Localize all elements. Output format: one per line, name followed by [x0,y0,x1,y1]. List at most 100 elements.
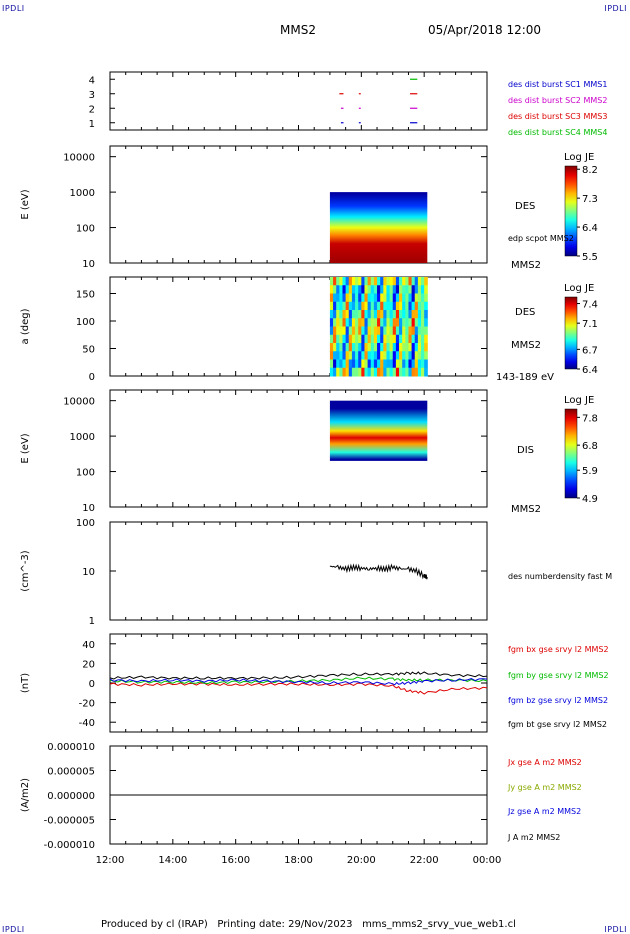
spectrogram-pitch-cell [351,351,356,360]
spectrogram-pitch-cell [355,285,359,294]
spectrogram-pitch-cell [421,277,425,286]
spectrogram-pitch-cell [408,351,413,360]
spectrogram-pitch-cell [358,359,362,369]
x-tick-label: 00:00 [473,855,502,866]
spectrogram-pitch-cell [367,326,372,336]
spectrogram-pitch-cell [392,293,397,303]
spectrogram-pitch-cell [424,326,428,336]
spectrogram-pitch-cell [392,301,397,311]
spectrogram-pitch-cell [336,326,340,336]
panel-frame [109,389,488,508]
spectrogram-pitch-cell [339,310,343,319]
spectrogram-pitch-cell [373,301,378,311]
spectrogram-pitch-cell [355,301,359,311]
legend-entry: fgm by gse srvy l2 MMS2 [508,671,609,680]
series-line [109,677,488,686]
spectrogram-pitch-cell [336,318,340,327]
spectrogram-pitch-cell [399,301,403,311]
spectrogram-pitch-cell [333,318,337,327]
spectrogram-pitch-cell [333,301,337,311]
spectrogram-pitch-cell [386,293,391,303]
spectrogram-pitch-cell [329,310,334,319]
spectrogram-pitch-cell [339,301,343,311]
spectrogram-pitch-cell [386,277,391,286]
spectrogram-pitch-cell [364,351,369,360]
corner-label-bottom-right: IPDLI [604,925,627,934]
spectrogram-pitch-cell [348,343,353,352]
spectrogram-pitch-cell [417,351,422,360]
spectrogram-pitch-cell [370,293,375,303]
spectrogram-pitch-cell [424,277,428,286]
spectrogram-pitch-cell [364,310,369,319]
spectrogram-pitch-cell [414,367,419,377]
spectrogram-pitch-cell [329,277,334,286]
spectrogram-pitch-cell [370,310,375,319]
spectrogram-pitch-cell [364,277,369,286]
spectrogram-pitch-cell [358,293,362,303]
spectrogram-pitch-cell [367,367,372,377]
panel-frame [109,633,488,733]
spectrogram-pitch-cell [408,277,413,286]
spectrogram-pitch-cell [333,326,337,336]
spectrogram-pitch-cell [389,326,394,336]
footer-produced-by: Produced by cl (IRAP) [101,919,208,930]
spectrogram-pitch-cell [386,343,391,352]
spectrogram-pitch-cell [386,367,391,377]
spectrogram-pitch-cell [389,277,394,286]
spectrogram-pitch-cell [342,310,347,319]
spectrogram-pitch-cell [399,343,403,352]
spectrogram-pitch-cell [333,277,337,286]
spectrogram-pitch-cell [380,351,384,360]
x-tick-label: 14:00 [158,855,187,866]
colorbar-tick-label: 4.9 [582,494,598,505]
spectrogram-pitch-cell [373,334,378,344]
spectrogram-pitch-cell [408,318,413,327]
spectrogram-pitch-cell [351,334,356,344]
spectrogram-pitch-cell [383,293,387,303]
spectrogram-pitch-cell [358,351,362,360]
spectrogram-pitch-cell [361,310,365,319]
spectrogram-pitch-cell [389,310,394,319]
spectrogram-pitch-cell [345,285,350,294]
y-tick-label: 40 [82,640,95,651]
spectrogram-pitch-cell [348,293,353,303]
spectrogram-pitch-cell [367,359,372,369]
spectrogram-pitch-cell [402,351,406,360]
spectrogram-pitch-cell [348,301,353,311]
spectrogram-pitch-cell [367,277,372,286]
spectrogram-pitch-cell [364,301,369,311]
spectrogram-pitch-cell [392,359,397,369]
spectrogram-pitch-cell [386,359,391,369]
panel-frame [109,521,488,621]
page-title-datetime: 05/Apr/2018 12:00 [428,23,542,37]
spectrogram-pitch-cell [351,359,356,369]
spectrogram-pitch-cell [336,285,340,294]
spectrogram-pitch-cell [333,293,337,303]
spectrogram-pitch-cell [399,367,403,377]
y-tick-label: -0.000010 [44,840,95,851]
spectrogram-pitch-cell [408,310,413,319]
spectrogram-pitch-cell [380,301,384,311]
panel-right-label: DIS [517,445,534,456]
spectrogram-pitch-cell [336,367,340,377]
y-tick-label: 100 [76,518,95,529]
y-tick-label: 2 [89,104,95,115]
spectrogram-pitch-cell [414,351,419,360]
spectrogram-pitch-cell [399,285,403,294]
spectrogram-pitch-cell [339,285,343,294]
colorbar-tick-label: 5.9 [582,466,598,477]
spectrogram-pitch-cell [367,334,372,344]
spectrogram-pitch-cell [417,359,422,369]
spectrogram-pitch-cell [399,334,403,344]
spectrogram-pitch-cell [417,285,422,294]
spectrogram-pitch-cell [351,318,356,327]
spectrogram-pitch-cell [361,301,365,311]
spectrogram-pitch-cell [370,285,375,294]
spectrogram-pitch-cell [405,293,409,303]
y-tick-label: 1 [89,616,95,627]
panel-frame [109,145,488,264]
spectrogram-pitch-cell [351,367,356,377]
y-axis-label: (A/m2) [20,778,31,812]
y-tick-label: 50 [82,345,95,356]
spectrogram-pitch-cell [405,367,409,377]
